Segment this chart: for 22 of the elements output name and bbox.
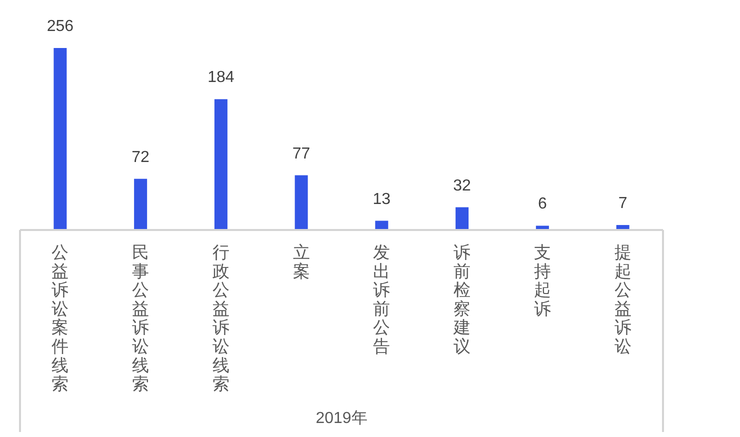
- x-tick-label: 民事公益诉讼线索: [132, 243, 150, 394]
- bar: [456, 207, 469, 230]
- data-label: 7: [618, 195, 628, 212]
- x-tick-label: 发出诉前公告: [373, 243, 390, 356]
- data-label: 77: [292, 145, 310, 162]
- x-tick-label: 诉前检察建议: [452, 243, 471, 356]
- data-label: 256: [46, 18, 74, 35]
- bar: [134, 178, 148, 230]
- x-tick-label: 公益诉讼案件线索: [52, 243, 69, 394]
- x-tick-label: 提起公益诉讼: [614, 243, 632, 356]
- data-label: 13: [372, 190, 391, 208]
- x-tick-label: 立案: [292, 243, 310, 281]
- bar: [294, 175, 308, 230]
- x-tick-label: 行政公益诉讼线索: [212, 243, 230, 394]
- data-label: 32: [453, 177, 472, 194]
- x-tick-label: 支持起诉: [534, 243, 551, 318]
- bar: [214, 99, 228, 230]
- data-label: 6: [538, 196, 547, 213]
- bar: [54, 48, 67, 230]
- data-label: 72: [132, 148, 150, 166]
- data-label: 184: [208, 69, 234, 86]
- x-axis-title: 2019年: [316, 410, 368, 427]
